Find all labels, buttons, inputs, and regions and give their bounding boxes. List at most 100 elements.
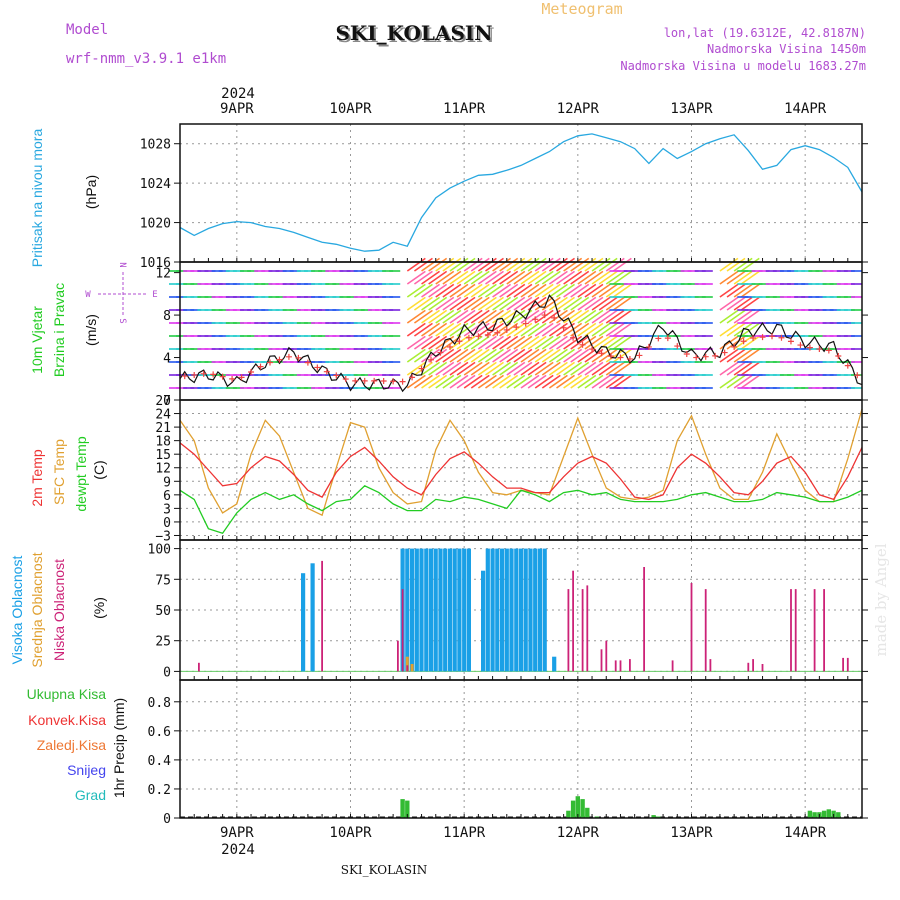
wind-gust-marker xyxy=(693,354,700,361)
wind-gust-marker xyxy=(645,343,652,350)
y-tick-labels: 101610201024102804812−303691215182124270… xyxy=(140,138,868,827)
wind-barb xyxy=(499,348,519,363)
wind-gust-marker xyxy=(560,324,567,331)
low-cloud-bar xyxy=(572,570,574,672)
wind-barb xyxy=(584,296,604,311)
wind-barb xyxy=(513,257,533,272)
wind-barb xyxy=(534,322,554,337)
wind-barb xyxy=(726,309,746,324)
high-cloud-bar xyxy=(509,548,514,672)
wind-barb xyxy=(442,322,462,337)
wind-barb xyxy=(520,361,540,376)
wind-barb xyxy=(605,283,625,298)
wind-barb xyxy=(442,296,462,311)
high-cloud-bar xyxy=(518,548,524,672)
bottom-day-label: 12APR xyxy=(557,825,600,841)
wind-gust-marker xyxy=(390,378,397,385)
wind-gust-marker xyxy=(191,371,198,378)
wind-barb xyxy=(428,309,448,324)
wind-barb xyxy=(506,257,526,272)
wind-gust-marker xyxy=(238,374,245,381)
pressure-tick: 1016 xyxy=(140,256,171,271)
top-day-label: 13APR xyxy=(670,101,713,117)
wind-barb xyxy=(527,335,547,350)
wind-barb xyxy=(456,283,476,298)
wind-gust-marker xyxy=(750,335,757,342)
wind-barb xyxy=(598,374,618,389)
wind-barb xyxy=(442,348,462,363)
wind-barb xyxy=(548,296,568,311)
low-cloud-bar xyxy=(629,659,631,672)
wind-barb xyxy=(413,270,433,285)
low-cloud-bar xyxy=(619,660,622,672)
wind-barb xyxy=(726,283,746,298)
mid-cloud-bar xyxy=(405,656,409,672)
low-cloud-bar xyxy=(406,665,409,672)
wind-tick: 0 xyxy=(163,394,171,409)
wind-barb xyxy=(428,296,448,311)
wind-gust-marker xyxy=(797,342,804,349)
precip-tick: 0.8 xyxy=(148,696,171,711)
wind-barb xyxy=(733,296,753,311)
wind-barb xyxy=(492,257,512,272)
wind-barb xyxy=(406,283,426,298)
wind-barb xyxy=(435,270,455,285)
wind-gust-marker xyxy=(816,346,823,353)
wind-barb xyxy=(563,270,583,285)
wind-barb xyxy=(740,374,760,389)
low-cloud-bar xyxy=(397,640,399,672)
wind-barb xyxy=(428,257,448,272)
wind-barb xyxy=(513,335,533,350)
panel-frame xyxy=(179,679,863,819)
wind-barb xyxy=(612,348,632,363)
wind-barb xyxy=(463,348,483,363)
wind-barb xyxy=(577,270,597,285)
watermark: made by Angel xyxy=(872,543,890,656)
wind-barb xyxy=(733,309,753,324)
wind-gust-marker xyxy=(513,324,520,331)
bottom-day-label: 10APR xyxy=(329,825,372,841)
wind-barb xyxy=(534,361,554,376)
wind-barb xyxy=(520,309,540,324)
wind-barb xyxy=(612,361,632,376)
wind-barb xyxy=(591,361,611,376)
wind-barb xyxy=(406,374,426,389)
wind-barb xyxy=(421,257,441,272)
wind-barb xyxy=(477,361,497,376)
wind-gust-marker xyxy=(352,377,359,384)
wind-gust-marker xyxy=(418,365,425,372)
high-cloud-bar xyxy=(523,548,528,672)
low-cloud-bar xyxy=(761,664,764,672)
wind-barb xyxy=(570,283,590,298)
temp-label-1: 2m Temp xyxy=(29,449,45,507)
wind-barb xyxy=(598,309,618,324)
wind-barb xyxy=(577,283,597,298)
wind-barb xyxy=(520,283,540,298)
wind-gust-marker xyxy=(266,359,273,366)
wind-barb xyxy=(449,283,469,298)
wind-barb xyxy=(577,257,597,272)
pressure-label: Pritisak na nivou mora xyxy=(29,129,45,268)
bottom-year-label: 2024 xyxy=(221,842,255,858)
wind-barb xyxy=(598,361,618,376)
high-cloud-bar xyxy=(457,548,462,672)
wind-barb xyxy=(740,309,760,324)
wind-barb xyxy=(506,296,526,311)
wind-barb xyxy=(527,322,547,337)
wind-barb xyxy=(520,270,540,285)
wind-barb xyxy=(477,283,497,298)
wind-barb xyxy=(612,309,632,324)
wind-barb xyxy=(584,335,604,350)
cloud-tick: 100 xyxy=(148,543,171,558)
precip-tick: 0.2 xyxy=(148,783,171,798)
wind-gust-marker xyxy=(295,354,302,361)
top-day-label: 9APR xyxy=(220,101,254,117)
wind-barb xyxy=(421,322,441,337)
wind-barb xyxy=(719,283,739,298)
low-cloud-bar xyxy=(614,660,617,672)
cloud-label-3: Niska Oblacnost xyxy=(51,559,67,661)
wind-barb xyxy=(413,283,433,298)
wind-barb xyxy=(733,348,753,363)
bottom-day-labels: 9APR 10APR 11APR 12APR 13APR 14APR xyxy=(220,825,827,841)
wind-unit: (m/s) xyxy=(83,314,99,346)
